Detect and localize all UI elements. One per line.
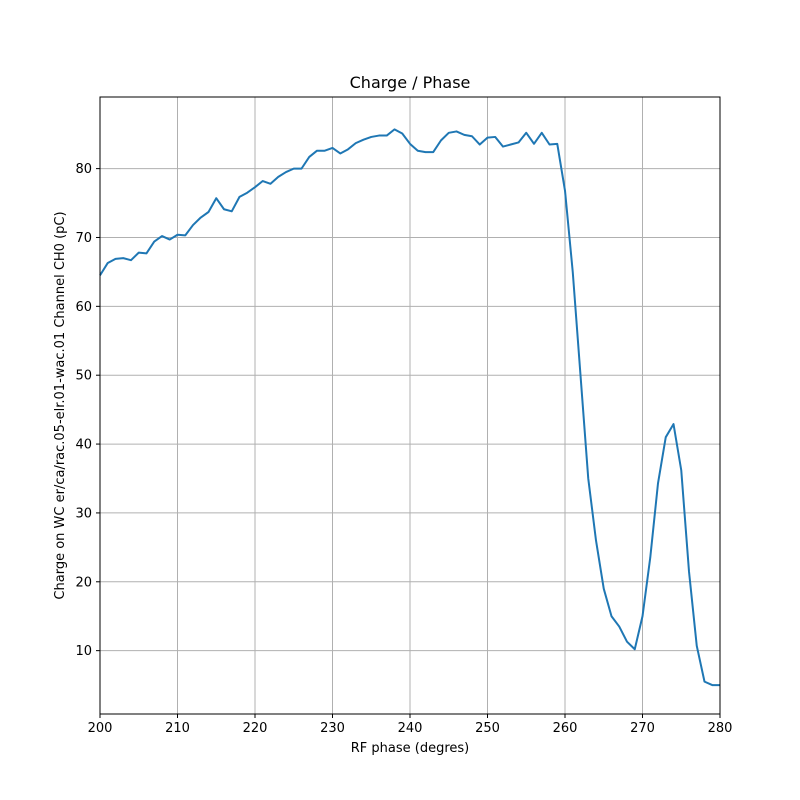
x-axis-label: RF phase (degres)	[351, 741, 469, 756]
x-tick-label: 250	[475, 721, 500, 736]
y-tick-label: 70	[75, 231, 92, 246]
x-tick-label: 210	[165, 721, 190, 736]
x-tick-label: 280	[708, 721, 733, 736]
x-tick-label: 200	[88, 721, 113, 736]
x-tick-label: 270	[630, 721, 655, 736]
grid-lines	[99, 97, 721, 714]
x-tick-label: 240	[398, 721, 423, 736]
y-tick-label: 80	[75, 162, 92, 177]
x-axis-ticks: 200 210 220 230 240 250 260 270 280	[88, 714, 733, 736]
x-tick-label: 220	[243, 721, 268, 736]
series-layer	[99, 128, 720, 687]
y-axis-label: Charge on WC er/ca/rac.05-elr.01-wac.01 …	[53, 211, 68, 599]
y-tick-label: 60	[75, 300, 92, 315]
y-tick-label: 20	[75, 575, 92, 590]
y-tick-label: 40	[75, 438, 92, 453]
y-axis-ticks: 10 20 30 40 50 60 70 80	[75, 162, 100, 659]
x-tick-label: 230	[320, 721, 345, 736]
x-tick-label: 260	[553, 721, 578, 736]
y-tick-label: 30	[75, 506, 92, 521]
chart-title: Charge / Phase	[350, 73, 471, 92]
y-tick-label: 10	[75, 644, 92, 659]
series-line-0	[99, 128, 720, 687]
y-tick-label: 50	[75, 369, 92, 384]
